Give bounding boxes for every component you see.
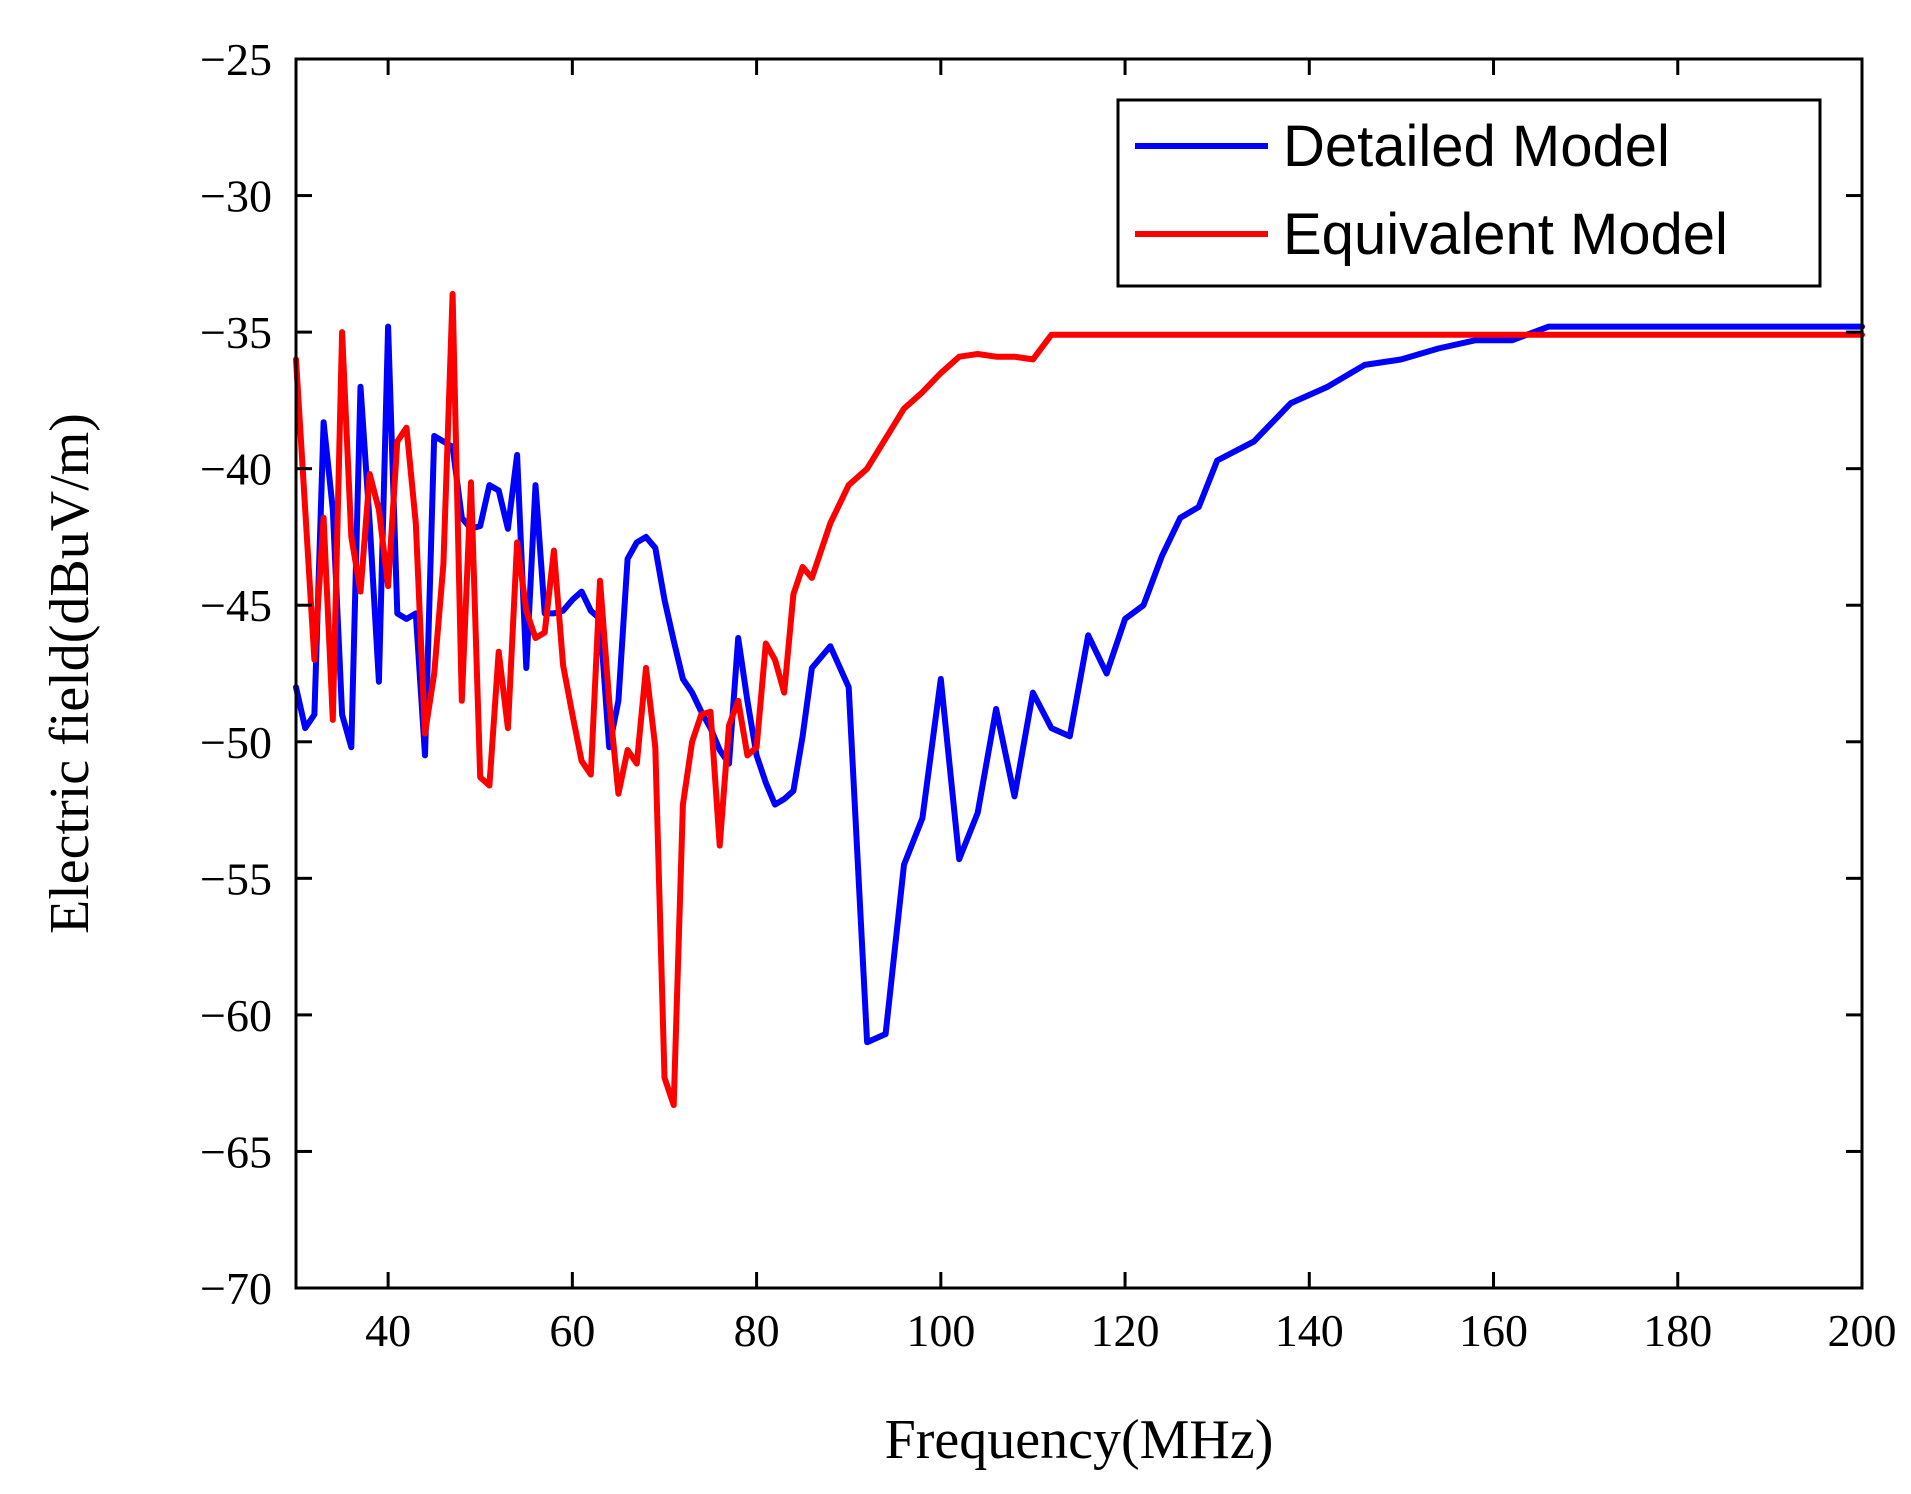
y-tick-label: −55 <box>200 853 272 904</box>
x-tick-label: 40 <box>365 1305 411 1356</box>
x-tick-label: 100 <box>906 1305 975 1356</box>
y-tick-label: −70 <box>200 1263 272 1314</box>
y-tick-label: −35 <box>200 307 272 358</box>
x-tick-label: 180 <box>1643 1305 1712 1356</box>
y-axis-title: Electric field(dBuV/m) <box>39 413 101 934</box>
x-tick-label: 80 <box>734 1305 780 1356</box>
x-tick-label: 140 <box>1275 1305 1344 1356</box>
y-tick-label: −30 <box>200 171 272 222</box>
legend-box <box>1116 98 1822 288</box>
plot-lines <box>293 290 1865 1108</box>
x-axis-title: Frequency(MHz) <box>885 1409 1274 1471</box>
y-tick-label: −40 <box>200 444 272 495</box>
x-tick-label: 60 <box>549 1305 595 1356</box>
tick-labels: 40 60 80 100 120 140 160 180 200 −25 −30 −35 −40 −45 −… <box>200 34 1896 1356</box>
series-line-equivalent-model <box>293 290 1865 1108</box>
x-tick-label: 200 <box>1828 1305 1897 1356</box>
y-tick-label: −25 <box>200 34 272 85</box>
ticks <box>296 57 1864 1290</box>
y-tick-label: −50 <box>200 717 272 768</box>
x-tick-label: 120 <box>1091 1305 1160 1356</box>
y-tick-label: −60 <box>200 990 272 1041</box>
legend: Detailed Model Equivalent Model <box>1116 98 1822 288</box>
plot-frame <box>294 57 1864 1290</box>
legend-label-detailed-model: Detailed Model <box>1283 114 1670 179</box>
x-tick-label: 160 <box>1459 1305 1528 1356</box>
y-tick-label: −65 <box>200 1126 272 1177</box>
legend-label-equivalent-model: Equivalent Model <box>1283 202 1728 267</box>
y-tick-label: −45 <box>200 580 272 631</box>
